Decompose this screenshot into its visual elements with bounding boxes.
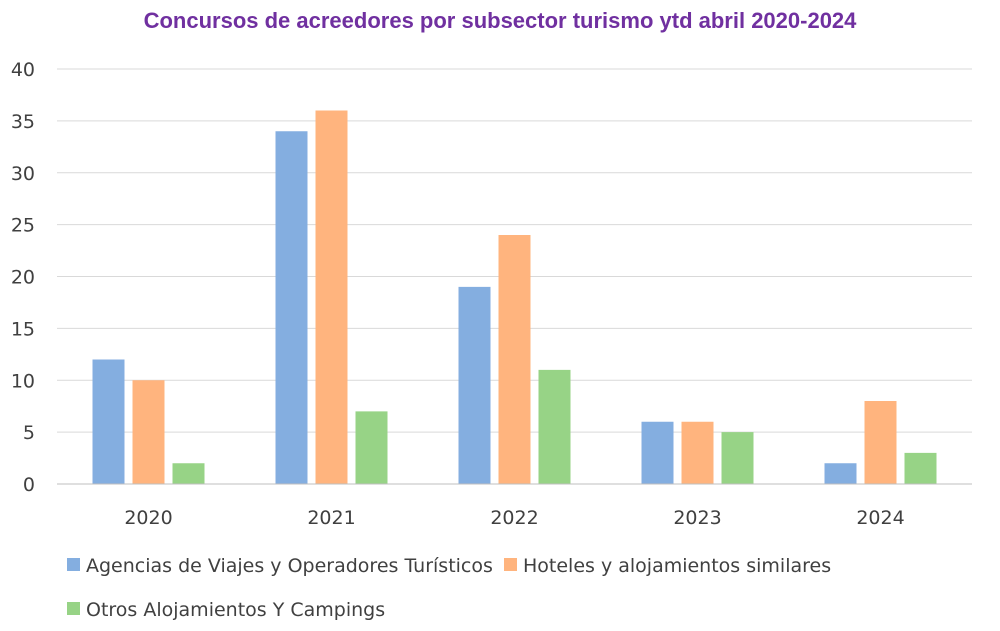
bar-2022-series-3 [538, 369, 571, 484]
x-tick-label: 2023 [673, 507, 721, 529]
bar-2023-series-3 [721, 432, 754, 484]
y-tick-label: 40 [11, 59, 35, 81]
chart-title: Concursos de acreedores por subsector tu… [144, 8, 858, 33]
bar-2024-series-2 [864, 401, 897, 484]
legend-swatch [67, 558, 80, 571]
bar-2022-series-2 [498, 235, 531, 484]
bar-2024-series-3 [904, 452, 937, 484]
bar-2020-series-3 [172, 463, 205, 484]
bar-2020-series-2 [132, 380, 165, 484]
legend-label: Hoteles y alojamientos similares [523, 555, 831, 577]
y-tick-label: 15 [11, 318, 35, 340]
y-tick-label: 0 [23, 474, 35, 496]
y-tick-label: 25 [11, 215, 35, 237]
legend-item: Hoteles y alojamientos similares [504, 555, 831, 577]
bar-2021-series-3 [355, 411, 388, 484]
bar-2022-series-1 [458, 286, 491, 484]
bar-2020-series-1 [92, 359, 125, 484]
bar-2024-series-1 [824, 463, 857, 484]
bar-2021-series-2 [315, 110, 348, 484]
legend: Agencias de Viajes y Operadores Turístic… [67, 555, 831, 621]
x-tick-label: 2024 [856, 507, 904, 529]
bars [92, 110, 937, 484]
x-tick-label: 2022 [490, 507, 538, 529]
legend-label: Otros Alojamientos Y Campings [86, 599, 385, 621]
bar-2023-series-1 [641, 421, 674, 484]
y-tick-label: 10 [11, 370, 35, 392]
bar-2023-series-2 [681, 421, 714, 484]
legend-item: Agencias de Viajes y Operadores Turístic… [67, 555, 493, 577]
legend-swatch [67, 602, 80, 615]
bar-2021-series-1 [275, 131, 308, 484]
x-axis-ticks: 2020 2021 2022 2023 2024 [124, 507, 904, 529]
y-tick-label: 5 [23, 422, 35, 444]
x-tick-label: 2021 [307, 507, 355, 529]
legend-item: Otros Alojamientos Y Campings [67, 599, 385, 621]
legend-swatch [504, 558, 517, 571]
y-axis-ticks: 0 5 10 15 20 25 30 35 40 [11, 59, 35, 496]
y-tick-label: 30 [11, 163, 35, 185]
legend-label: Agencias de Viajes y Operadores Turístic… [86, 555, 493, 577]
x-tick-label: 2020 [124, 507, 172, 529]
y-tick-label: 35 [11, 111, 35, 133]
y-tick-label: 20 [11, 267, 35, 289]
